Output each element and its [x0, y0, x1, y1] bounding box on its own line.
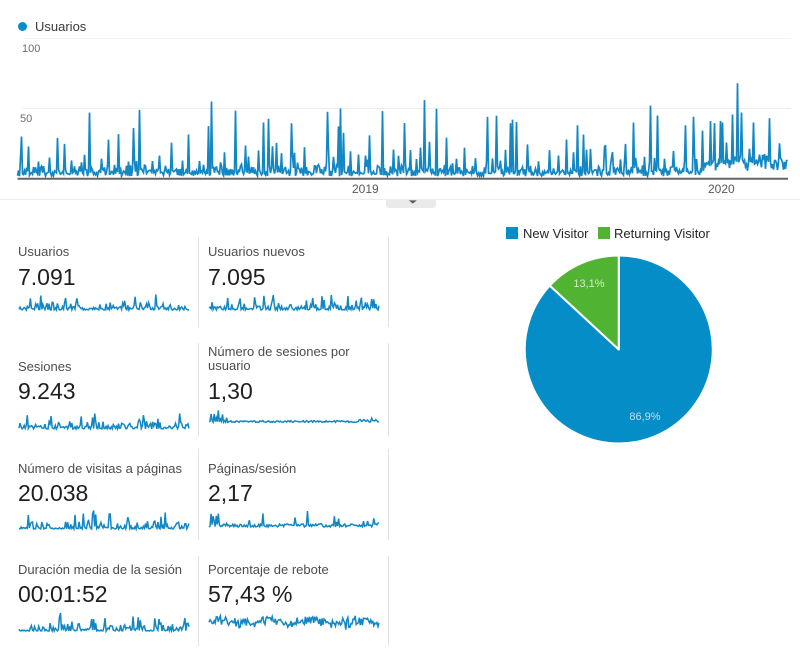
svg-text:86,9%: 86,9% — [629, 411, 660, 423]
svg-text:13,1%: 13,1% — [573, 278, 604, 290]
